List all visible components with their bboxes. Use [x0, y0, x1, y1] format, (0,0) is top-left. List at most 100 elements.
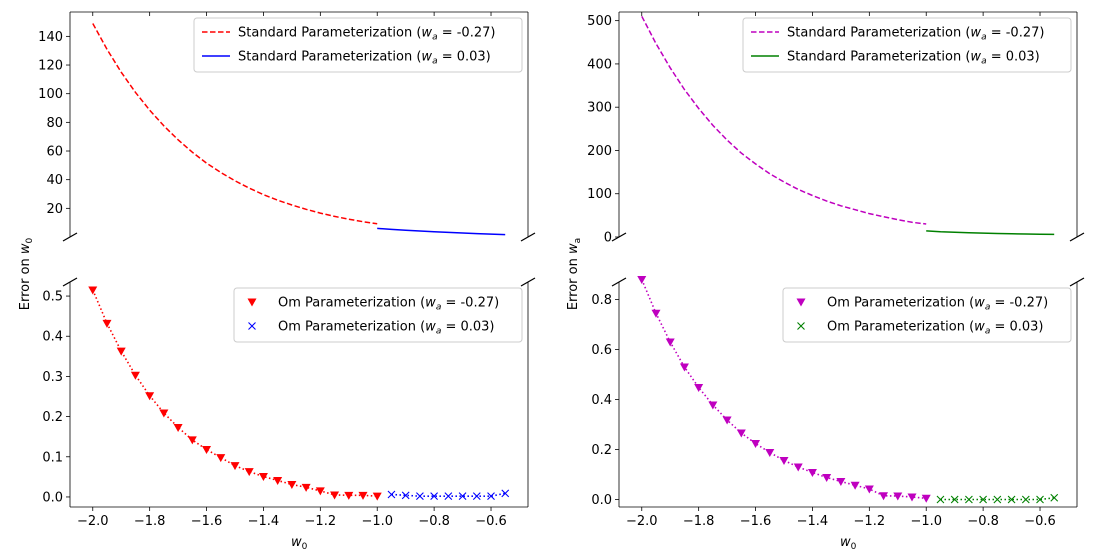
marker-triangle [247, 298, 257, 307]
marker-triangle [921, 494, 931, 503]
legend-label-1: Standard Parameterization (wa = 0.03) [238, 50, 491, 67]
legend-box [742, 17, 1072, 73]
marker-triangle [102, 319, 112, 328]
marker-triangle [301, 483, 311, 492]
legend: Standard Parameterization (wa = -0.27) St… [742, 17, 1072, 73]
legend-label-0: Om Parameterization (wa = -0.27) [278, 296, 499, 313]
bottom-panel-1: −2.0 −1.8 −1.6 −1.4 −1.2 −1.0 −0.8 −0.6 0.0 0.1 0.… [42, 277, 536, 552]
marker-triangle [637, 276, 647, 284]
marker-triangle [879, 492, 889, 501]
x-tick-label: −0.6 [475, 514, 507, 529]
top-panel-2: 0 100 200 300 400 500 Standard Parameterizatio… [587, 11, 1085, 246]
legend-box [233, 287, 523, 343]
marker-triangle [173, 423, 183, 432]
y-tick-label: 500 [587, 14, 612, 29]
marker-triangle [88, 286, 98, 295]
series-line-1 [377, 227, 506, 236]
legend: Standard Parameterization (wa = -0.27) St… [193, 17, 523, 73]
marker-triangle [273, 476, 283, 485]
x-tick-label: −1.8 [134, 514, 166, 529]
y-tick-label: 0 [604, 231, 612, 246]
marker-x [979, 495, 988, 504]
series-dotted-line-0 [641, 279, 927, 500]
legend-label-1: Om Parameterization (wa = 0.03) [278, 320, 495, 337]
y-axis-label: Error on wa [566, 238, 583, 310]
y-tick-label: 0.3 [42, 370, 63, 385]
x-tick-label: −1.8 [683, 514, 715, 529]
axis-break-mark [611, 232, 627, 242]
legend-label-0: Om Parameterization (wa = -0.27) [827, 296, 1048, 313]
legend-label-1: Standard Parameterization (wa = 0.03) [787, 50, 1040, 67]
y-tick-label: 140 [38, 30, 63, 45]
legend: Om Parameterization (wa = -0.27) Om Param… [782, 287, 1072, 343]
series-line-0 [641, 15, 927, 225]
marker-x [430, 492, 439, 501]
marker-x [936, 495, 945, 504]
marker-triangle [315, 487, 325, 496]
y-tick-label: 0.0 [591, 493, 612, 508]
marker-triangle [187, 436, 197, 445]
marker-triangle [822, 474, 832, 482]
marker-triangle [258, 472, 268, 481]
marker-x [501, 489, 510, 498]
marker-x [458, 492, 467, 501]
marker-x [401, 491, 410, 500]
y-tick-label: 0.2 [591, 443, 612, 458]
marker-triangle [694, 384, 704, 392]
legend: Om Parameterization (wa = -0.27) Om Param… [233, 287, 523, 343]
axis-break-mark [62, 277, 78, 287]
marker-triangle [116, 347, 126, 356]
top-panel-0: 20 40 60 80 100 120 140 Standard Parameterizati… [38, 11, 536, 242]
axis-break-mark [520, 277, 536, 287]
marker-triangle [287, 481, 297, 489]
marker-triangle [679, 363, 689, 372]
axis-break-mark [1069, 232, 1085, 242]
x-tick-label: −0.8 [967, 514, 999, 529]
marker-triangle [907, 493, 917, 502]
y-tick-label: 0.8 [591, 293, 612, 308]
x-tick-label: −1.2 [305, 514, 337, 529]
marker-triangle [751, 440, 761, 448]
y-tick-label: 0.2 [42, 410, 63, 425]
legend-label-0: Standard Parameterization (wa = -0.27) [787, 26, 1044, 43]
marker-x [1050, 493, 1059, 502]
marker-triangle [836, 478, 846, 486]
y-tick-label: 0.4 [591, 393, 612, 408]
y-tick-label: 40 [46, 173, 63, 188]
marker-triangle [651, 309, 661, 318]
marker-triangle [216, 454, 226, 463]
y-tick-label: 300 [587, 101, 612, 116]
y-tick-label: 200 [587, 144, 612, 159]
x-tick-label: −0.8 [418, 514, 450, 529]
marker-triangle [893, 492, 903, 501]
legend-label-1: Om Parameterization (wa = 0.03) [827, 320, 1044, 337]
marker-x [1007, 495, 1016, 504]
y-tick-label: 60 [46, 145, 63, 160]
marker-triangle [793, 463, 803, 472]
series-line-1 [926, 230, 1055, 236]
marker-x [248, 322, 256, 330]
x-axis-label: w0 [291, 535, 308, 552]
y-tick-label: 0.1 [42, 450, 63, 465]
y-tick-label: 80 [46, 116, 63, 131]
axis-break-mark [611, 277, 627, 287]
marker-triangle [330, 491, 340, 500]
marker-triangle [358, 491, 368, 500]
marker-x [1036, 495, 1044, 504]
marker-triangle [202, 446, 212, 455]
x-axis-label: w0 [840, 535, 857, 552]
marker-x [950, 495, 959, 504]
marker-triangle [736, 429, 746, 438]
marker-x [993, 495, 1002, 504]
marker-triangle [372, 492, 382, 501]
x-tick-label: −1.6 [191, 514, 223, 529]
y-tick-label: 0.5 [42, 290, 63, 305]
marker-triangle [130, 371, 140, 380]
y-tick-label: 0.4 [42, 330, 63, 345]
legend-label-0: Standard Parameterization (wa = -0.27) [238, 26, 495, 43]
marker-triangle [145, 392, 155, 401]
x-tick-label: −2.0 [77, 514, 109, 529]
marker-triangle [230, 462, 240, 471]
